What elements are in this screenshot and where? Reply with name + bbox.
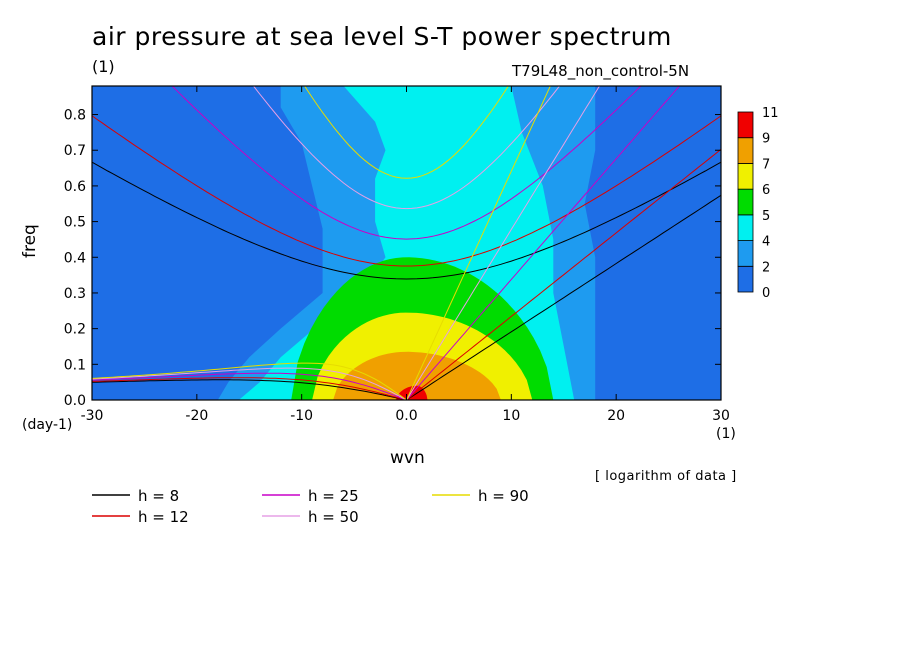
kelvin-curve-h8: [406, 194, 721, 400]
colorbar-swatch: [737, 188, 754, 216]
chart-subtitle-experiment: T79L48_non_control-5N: [512, 62, 690, 80]
legend-label-h50: h = 50: [308, 508, 359, 526]
y-tick-label: 0.2: [64, 322, 86, 338]
colorbar-label: 6: [762, 183, 770, 198]
colorbar-swatch: [737, 137, 754, 164]
rossby-curve-h50: [92, 367, 407, 400]
contour-fills: [92, 86, 721, 400]
colorbar-swatch: [737, 214, 754, 241]
y-tick-label: 0.6: [64, 179, 86, 195]
chart-subtitle-units: (1): [92, 57, 115, 76]
colorbar-swatch: [737, 163, 754, 190]
inertia-gravity-curve-h50: [252, 86, 561, 210]
legend-label-h25: h = 25: [308, 487, 359, 505]
rossby-curve-h25: [92, 372, 407, 400]
colorbar-swatch: [737, 111, 754, 139]
axes: -30 -20 -10 0.0 10 20 30 0.0 0.1 0.2 0.3 0.4 0.5 0.6 0…: [64, 86, 730, 424]
colorbar-label: 7: [762, 157, 770, 172]
x-axis-unit: (1): [716, 426, 736, 442]
rossby-curve-h12: [92, 377, 407, 400]
kelvin-curve-h90: [406, 86, 551, 400]
legend-label-h12: h = 12: [138, 508, 189, 526]
rossby-curve-h90: [92, 362, 407, 400]
y-tick-label: 0.3: [64, 286, 86, 302]
legend-label-h90: h = 90: [478, 487, 529, 505]
colorbar-label: 4: [762, 235, 770, 250]
y-tick-label: 0.7: [64, 143, 86, 159]
dispersion-curves: [92, 86, 721, 400]
x-tick-label: -30: [81, 408, 104, 424]
colorbar-label: 2: [762, 260, 770, 275]
x-axis-label: wvn: [390, 448, 425, 468]
y-tick-label: 0.0: [64, 393, 86, 409]
y-tick-label: 0.5: [64, 215, 86, 231]
colorbar-label: 11: [762, 106, 779, 121]
kelvin-curve-h12: [406, 148, 721, 400]
kelvin-curve-h25: [406, 86, 681, 400]
colorbar-label: 0: [762, 286, 770, 301]
y-tick-label: 0.1: [64, 357, 86, 373]
y-tick-label: 0.8: [64, 108, 86, 124]
inertia-gravity-curve-h25: [171, 86, 642, 240]
rossby-curve-h8: [92, 379, 407, 400]
colorbar-swatch: [737, 265, 754, 293]
colorbar-label: 9: [762, 132, 770, 147]
legend: h = 8 h = 12 h = 25 h = 50 h = 90: [92, 487, 529, 526]
x-tick-label: 10: [502, 408, 520, 424]
inertia-gravity-curve-h8: [92, 161, 721, 280]
x-tick-label: 20: [607, 408, 625, 424]
x-tick-label: -10: [290, 408, 313, 424]
inertia-gravity-curve-h90: [304, 86, 509, 179]
colorbar-label: 5: [762, 209, 770, 224]
y-axis-unit: (day-1): [22, 417, 73, 433]
x-tick-label: 30: [712, 408, 730, 424]
legend-label-h8: h = 8: [138, 487, 179, 505]
x-tick-label: 0.0: [395, 408, 417, 424]
chart-title: air pressure at sea level S-T power spec…: [92, 22, 672, 51]
data-note: [ logarithm of data ]: [595, 469, 737, 484]
colorbar: 0 2 4 5 6 7 9 11: [737, 106, 779, 301]
x-tick-label: -20: [185, 408, 208, 424]
kelvin-curve-h50: [406, 86, 601, 400]
colorbar-swatch: [737, 240, 754, 267]
y-tick-label: 0.4: [64, 250, 86, 266]
inertia-gravity-curve-h12: [92, 115, 721, 267]
